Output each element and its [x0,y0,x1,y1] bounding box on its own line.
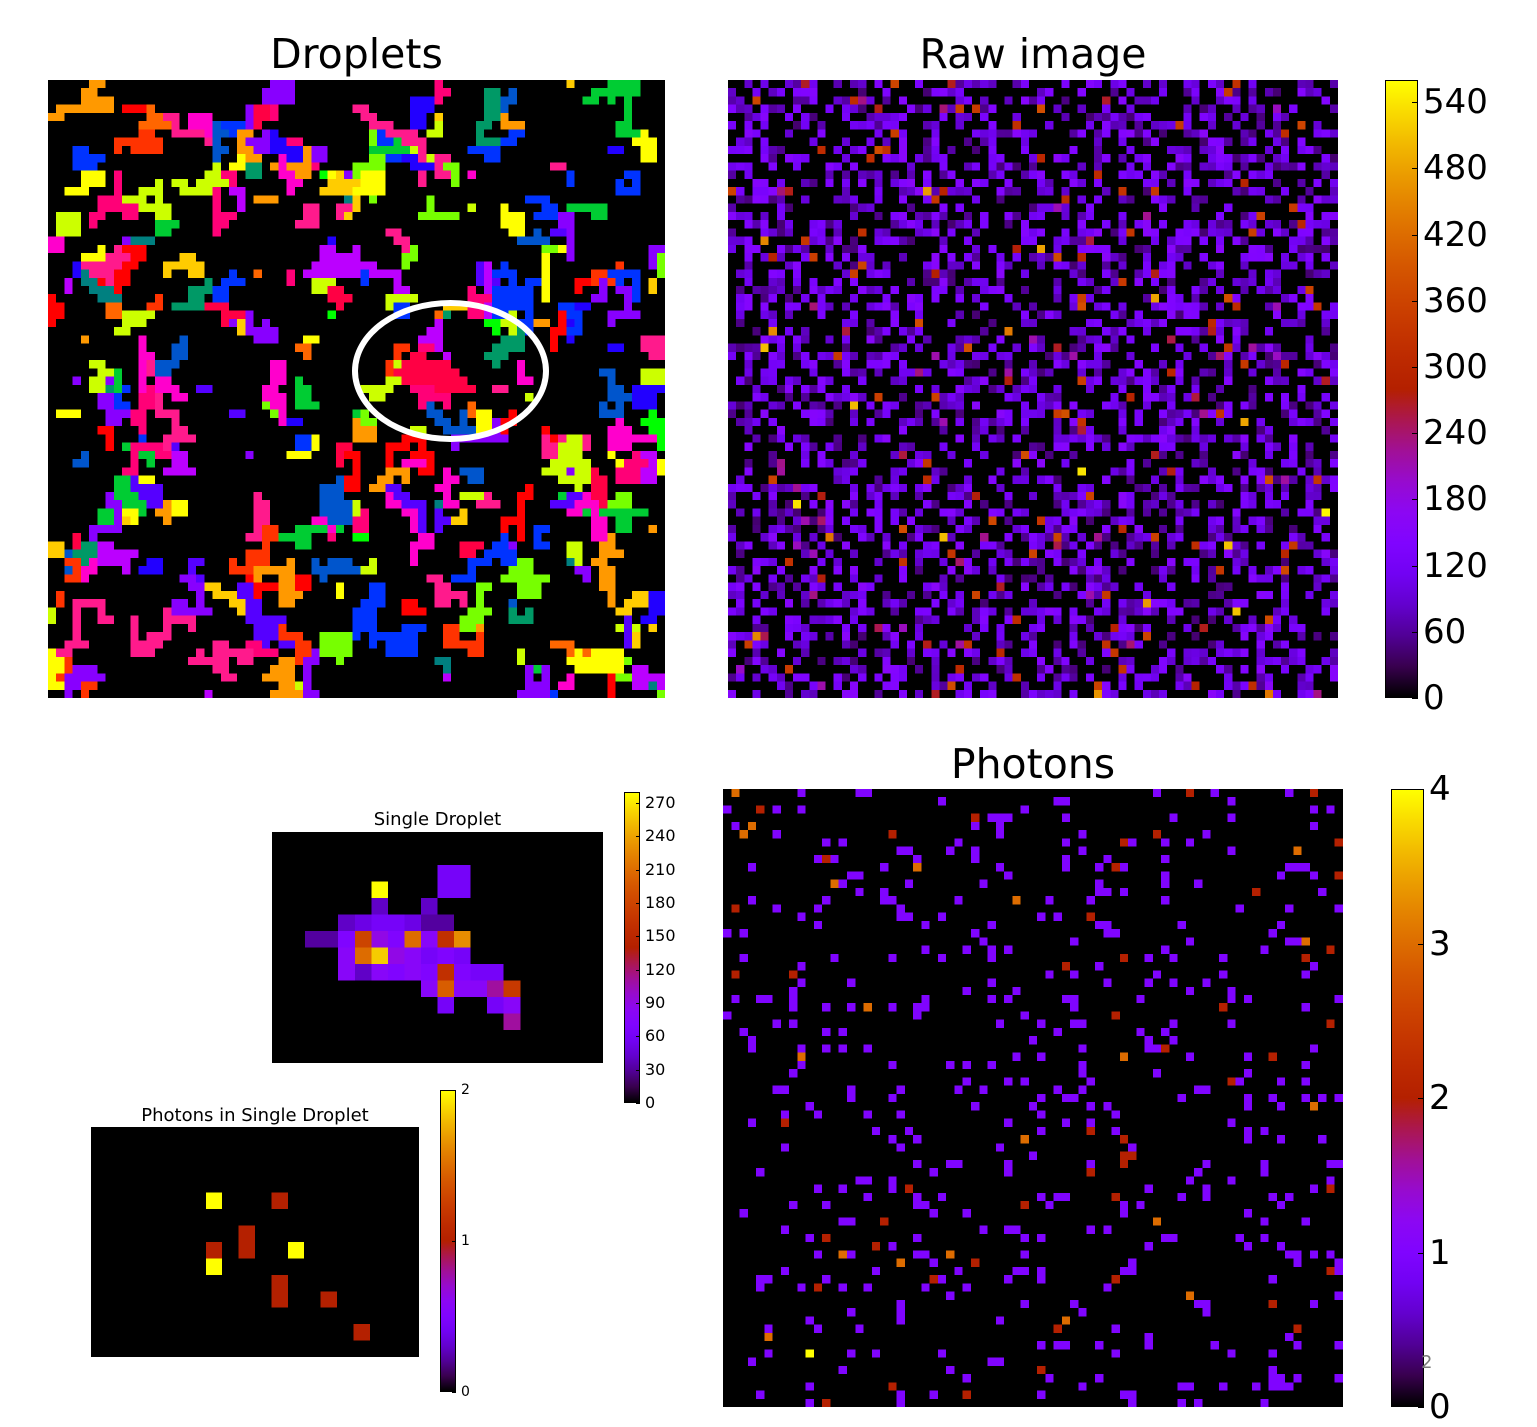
colorbar-tick-label: 0 [1429,1387,1451,1427]
colorbar-tick-mark [1412,433,1418,434]
colorbar-tick-label: 2 [1429,1078,1451,1118]
single-droplet-heatmap [272,832,603,1063]
single-droplet-title: Single Droplet [373,809,502,830]
colorbar-tick-label: 420 [1423,215,1488,255]
colorbar-tick-mark [636,870,640,871]
colorbar-tick-label: 120 [1423,546,1488,586]
colorbar-tick-mark [1412,499,1418,500]
colorbar-tick-mark [636,1103,640,1104]
colorbar-tick-mark [1412,102,1418,103]
colorbar-tick-label: 180 [1423,479,1488,519]
raw-image-title: Raw image [919,30,1147,78]
colorbar-tick-label: 2 [461,1082,470,1098]
colorbar-tick-label: 300 [1423,347,1488,387]
colorbar-tick-label: 180 [645,893,676,912]
colorbar-tick-mark [1412,168,1418,169]
colorbar-tick-label: 1 [1429,1233,1451,1273]
colorbar-tick-mark [636,1070,640,1071]
single-droplet-canvas [272,832,603,1063]
colorbar-tick-label: 240 [1423,413,1488,453]
colorbar-tick-mark [1412,566,1418,567]
colorbar-tick-mark [1418,1098,1424,1099]
colorbar-tick-mark [1418,789,1424,790]
colorbar-tick-label: 240 [645,826,676,845]
photons-heatmap [723,789,1343,1407]
droplets-title: Droplets [270,30,443,78]
colorbar-tick-label: 1 [461,1233,470,1249]
colorbar-tick-mark [636,1003,640,1004]
colorbar-tick-label: 0 [461,1384,470,1400]
colorbar-tick-mark [636,903,640,904]
colorbar-tick-label: 0 [645,1093,656,1112]
colorbar-tick-label: 540 [1423,82,1488,122]
colorbar-tick-mark [1418,1253,1424,1254]
raw-image-heatmap [728,80,1338,698]
colorbar-tick-mark [1418,944,1424,945]
photons-single-canvas [91,1127,419,1357]
colorbar-tick-mark [636,836,640,837]
colorbar-tick-label: 60 [1423,612,1467,652]
colorbar-tick-mark [1412,235,1418,236]
raw-image-canvas [728,80,1338,698]
colorbar-tick-label: 0 [1423,678,1445,718]
colorbar-tick-label: 90 [645,993,666,1012]
colorbar-tick-mark [1412,367,1418,368]
colorbar-tick-label: 360 [1423,281,1488,321]
colorbar-tick-label: 210 [645,860,676,879]
photons-canvas [723,789,1343,1407]
colorbar-tick-label: 60 [645,1026,666,1045]
colorbar-tick-mark [1412,301,1418,302]
colorbar-tick-mark [1412,698,1418,699]
colorbar-tick-label: 3 [1429,924,1451,964]
colorbar-tick-mark [1412,632,1418,633]
photons-title: Photons [950,740,1116,788]
colorbar-tick-mark [1418,1407,1424,1408]
stray-label: 2 [1421,1352,1433,1373]
colorbar-tick-label: 4 [1429,769,1451,809]
colorbar-tick-label: 270 [645,793,676,812]
colorbar-tick-label: 150 [645,926,676,945]
raw-image-colorbar [1385,80,1418,698]
single-droplet-colorbar [624,792,640,1103]
colorbar-tick-label: 30 [645,1060,666,1079]
colorbar-tick-mark [636,936,640,937]
photons-single-heatmap [91,1127,419,1357]
colorbar-tick-mark [452,1241,456,1242]
colorbar-tick-mark [636,803,640,804]
photons-single-title: Photons in Single Droplet [141,1105,369,1126]
colorbar-tick-label: 120 [645,960,676,979]
colorbar-tick-label: 480 [1423,148,1488,188]
droplet-highlight-ellipse [352,300,549,442]
colorbar-tick-mark [636,1036,640,1037]
colorbar-tick-mark [452,1392,456,1393]
colorbar-tick-mark [452,1090,456,1091]
colorbar-tick-mark [636,970,640,971]
